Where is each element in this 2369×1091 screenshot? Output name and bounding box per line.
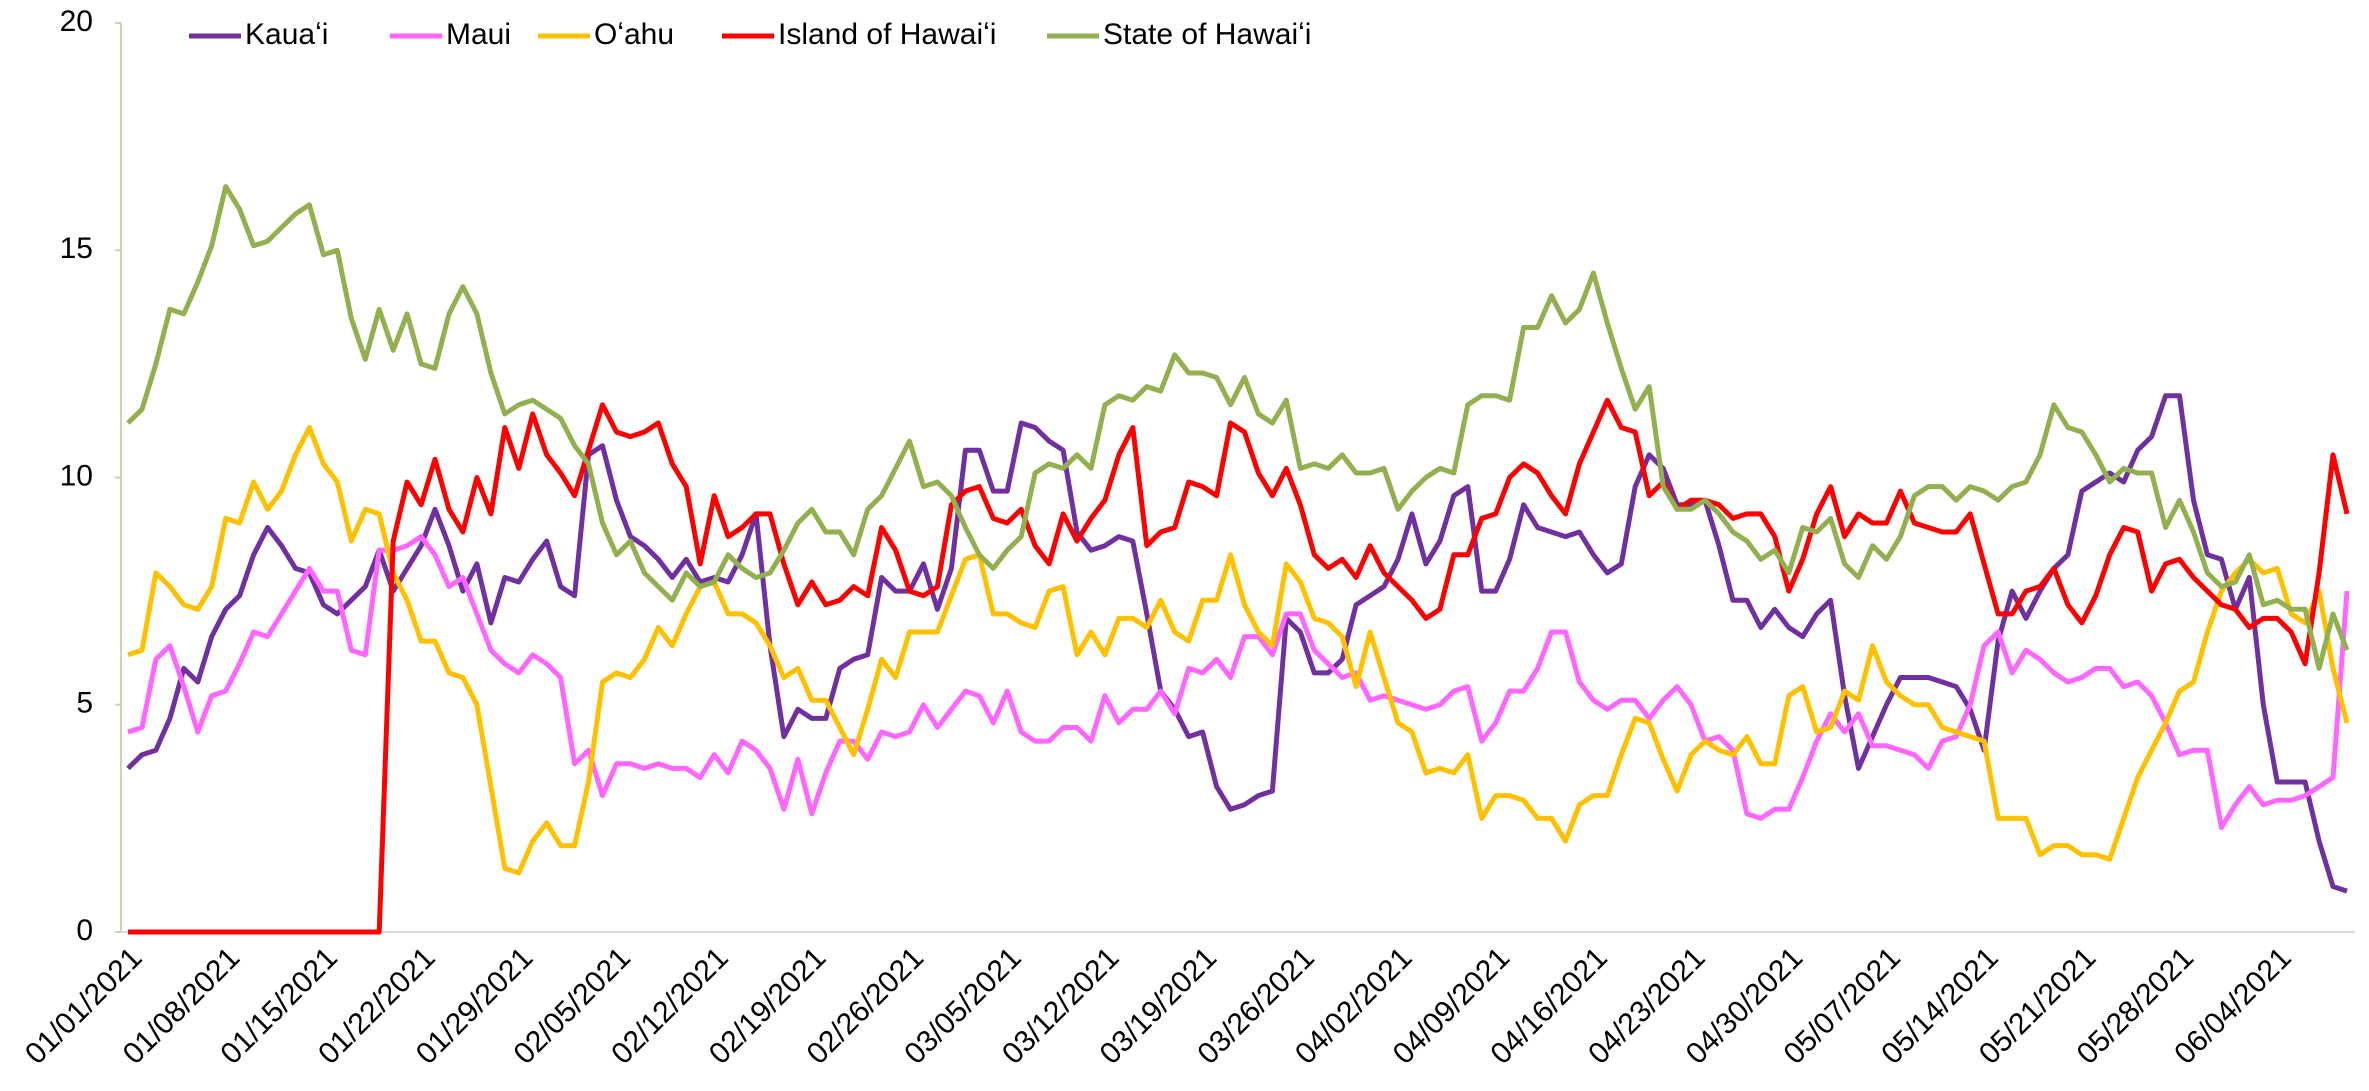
series-line bbox=[127, 425, 2350, 876]
y-tick-label: 0 bbox=[76, 914, 93, 947]
y-tick-label: 5 bbox=[76, 687, 93, 720]
series-line bbox=[127, 534, 2350, 830]
series-line bbox=[128, 397, 2350, 935]
y-tick-label: 20 bbox=[60, 5, 93, 38]
legend-label: Kauaʻi bbox=[245, 18, 328, 51]
legend-label: Maui bbox=[446, 18, 511, 51]
legend-label: State of Hawaiʻi bbox=[1103, 18, 1311, 51]
legend-label: Oʻahu bbox=[594, 18, 674, 51]
y-tick-label: 10 bbox=[60, 459, 93, 492]
series-line bbox=[126, 184, 2350, 671]
y-tick-label: 15 bbox=[60, 232, 93, 265]
legend-label: Island of Hawaiʻi bbox=[778, 18, 996, 51]
series-line bbox=[126, 393, 2348, 894]
